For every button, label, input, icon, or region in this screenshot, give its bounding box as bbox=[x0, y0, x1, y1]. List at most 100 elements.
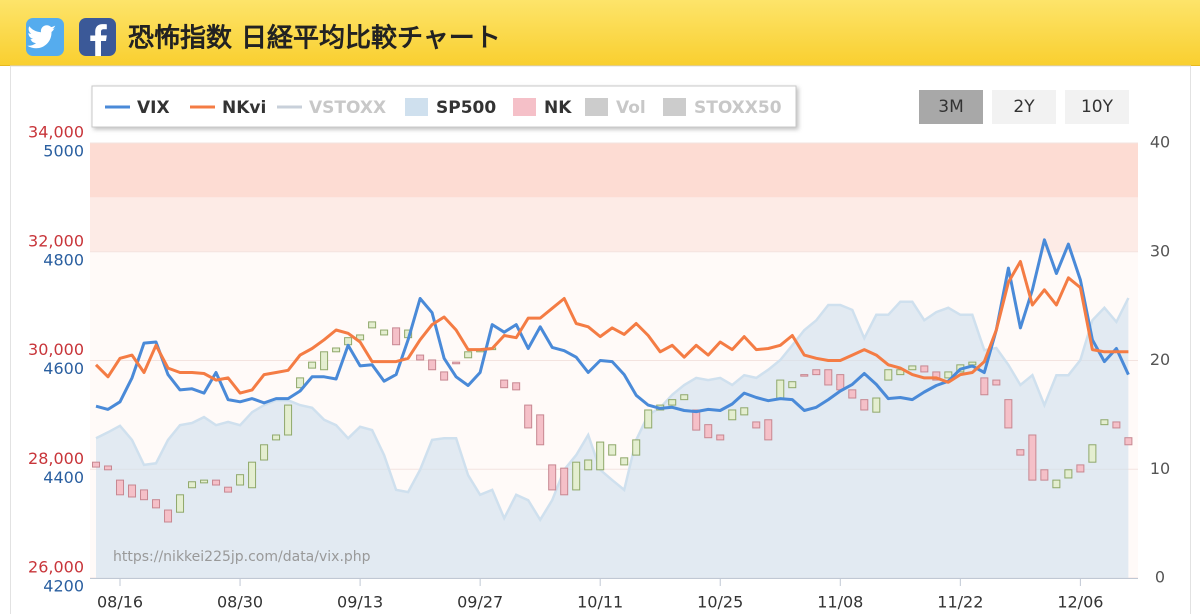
range-button[interactable] bbox=[1065, 90, 1129, 124]
candle bbox=[740, 407, 749, 416]
candle bbox=[332, 347, 341, 353]
candle bbox=[620, 457, 629, 466]
range-button-label[interactable]: 10Y bbox=[1081, 97, 1114, 117]
range-button[interactable] bbox=[919, 90, 983, 124]
candle bbox=[776, 379, 785, 399]
legend-label[interactable]: VSTOXX bbox=[309, 98, 386, 118]
area-outline bbox=[95, 297, 1130, 523]
candle bbox=[596, 441, 605, 471]
x-tick-label: 08/30 bbox=[217, 593, 263, 612]
candle bbox=[764, 419, 773, 441]
candle bbox=[452, 361, 461, 365]
y3-tick-label: 4600 bbox=[43, 359, 84, 378]
candle bbox=[1040, 469, 1049, 481]
x-tick-label: 09/13 bbox=[337, 593, 383, 612]
range-button-label[interactable]: 2Y bbox=[1013, 97, 1035, 117]
facebook-icon[interactable] bbox=[79, 18, 116, 56]
x-tick-label: 10/25 bbox=[697, 593, 743, 612]
y2-tick-label: 0 bbox=[1155, 568, 1165, 587]
candle bbox=[716, 434, 725, 441]
candle bbox=[416, 354, 425, 361]
legend-item[interactable]: VIX bbox=[105, 98, 170, 118]
y-tick-label: 30,000 bbox=[28, 340, 84, 359]
x-tick-label: 09/27 bbox=[457, 593, 503, 612]
candle bbox=[380, 329, 389, 336]
candle bbox=[212, 479, 221, 486]
candle bbox=[1088, 444, 1097, 463]
legend-label[interactable]: VIX bbox=[137, 98, 170, 118]
candle bbox=[704, 424, 713, 439]
line bbox=[95, 238, 1130, 414]
legend-label[interactable]: NKvi bbox=[222, 98, 266, 118]
y-tick-label: 26,000 bbox=[28, 558, 84, 577]
candle bbox=[884, 369, 893, 381]
y3-tick-label: 4200 bbox=[43, 577, 84, 596]
legend-label[interactable]: STOXX50 bbox=[694, 98, 782, 118]
legend-item[interactable]: STOXX50 bbox=[663, 98, 782, 118]
candle bbox=[356, 334, 365, 341]
candle bbox=[236, 474, 245, 486]
candle bbox=[872, 397, 881, 413]
x-tick-label: 11/08 bbox=[817, 593, 863, 612]
y3-tick-label: 5000 bbox=[43, 142, 84, 161]
range-button[interactable] bbox=[992, 90, 1056, 124]
y2-tick-label: 30 bbox=[1150, 241, 1170, 260]
y-tick-label: 34,000 bbox=[28, 123, 84, 142]
legend-swatch[interactable] bbox=[663, 98, 686, 116]
candle bbox=[992, 379, 1001, 386]
page-title: 恐怖指数 日経平均比較チャート bbox=[128, 23, 501, 54]
candle bbox=[524, 404, 533, 429]
candle bbox=[1124, 437, 1133, 446]
candle bbox=[548, 464, 557, 491]
legend-swatch[interactable] bbox=[585, 98, 608, 116]
legend-label[interactable]: SP500 bbox=[436, 98, 496, 118]
legend-swatch[interactable] bbox=[513, 98, 536, 116]
line bbox=[94, 260, 1129, 395]
range-button-label[interactable]: 3M bbox=[938, 97, 963, 117]
twitter-icon[interactable] bbox=[26, 18, 64, 56]
range-buttons: 3M 2Y 10Y bbox=[919, 90, 1129, 124]
legend-item[interactable]: NK bbox=[513, 98, 572, 118]
candle bbox=[560, 467, 569, 496]
legend-item[interactable]: NKvi bbox=[190, 98, 266, 118]
candle bbox=[1076, 464, 1085, 473]
legend-item[interactable]: Vol bbox=[585, 98, 646, 118]
header-bar bbox=[0, 0, 1200, 66]
candle bbox=[584, 459, 593, 471]
y2-tick-label: 40 bbox=[1150, 133, 1170, 152]
candle bbox=[812, 369, 821, 376]
y3-tick-label: 4400 bbox=[43, 468, 84, 487]
candle bbox=[128, 484, 137, 498]
candle bbox=[608, 444, 617, 456]
legend-item[interactable]: VSTOXX bbox=[277, 98, 386, 118]
candle bbox=[848, 389, 857, 399]
band bbox=[90, 143, 1138, 198]
candle bbox=[116, 479, 125, 496]
candle bbox=[284, 404, 293, 436]
candle bbox=[308, 361, 317, 369]
legend: VIX NKvi VSTOXX SP500 NK Vol STOXX50 bbox=[105, 98, 782, 118]
candle bbox=[920, 365, 929, 373]
candle bbox=[1112, 421, 1121, 429]
legend-swatch[interactable] bbox=[405, 98, 428, 116]
candle bbox=[932, 371, 941, 381]
legend-label[interactable]: Vol bbox=[616, 98, 646, 118]
x-tick-label: 10/11 bbox=[577, 593, 623, 612]
candle bbox=[224, 486, 233, 493]
legend-item[interactable]: SP500 bbox=[405, 98, 496, 118]
candle bbox=[188, 481, 197, 489]
candle bbox=[1016, 449, 1025, 456]
candle bbox=[500, 379, 509, 389]
legend-label[interactable]: NK bbox=[544, 98, 572, 118]
candle bbox=[464, 351, 473, 359]
candle bbox=[1052, 479, 1061, 489]
y-tick-label: 28,000 bbox=[28, 449, 84, 468]
candle bbox=[572, 461, 581, 491]
candle bbox=[428, 359, 437, 371]
candle bbox=[536, 414, 545, 446]
candle bbox=[788, 381, 797, 389]
candle bbox=[368, 321, 377, 329]
x-tick-label: 11/22 bbox=[937, 593, 983, 612]
band bbox=[90, 197, 1138, 252]
